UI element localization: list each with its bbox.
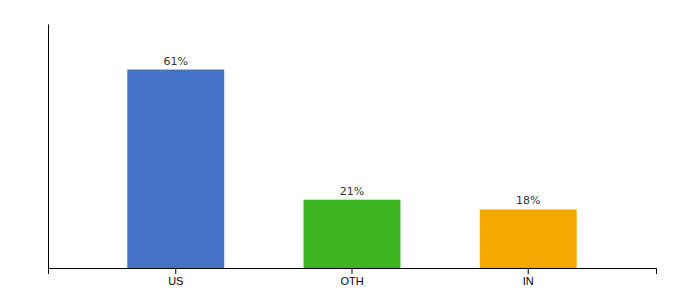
data-labels: 61% 21% 18%: [164, 55, 541, 208]
x-tick: US: [168, 268, 183, 287]
x-axis-line: [49, 269, 657, 275]
x-axis: US OTH IN: [49, 268, 657, 287]
y-axis-line: [48, 25, 49, 269]
x-tick-mark: [528, 268, 529, 274]
x-tick-label: US: [168, 275, 183, 287]
y-axis: [48, 25, 49, 269]
chart-svg: US OTH IN 61% 21% 18%: [0, 0, 680, 300]
x-tick-label: OTH: [340, 275, 363, 287]
plot-area: US OTH IN 61% 21% 18%: [49, 25, 657, 287]
x-tick: IN: [523, 268, 534, 287]
data-label: 21%: [340, 185, 364, 198]
bar: [127, 70, 224, 268]
x-tick-mark: [352, 268, 353, 274]
data-label: 61%: [164, 55, 188, 68]
x-tick-mark: [175, 268, 176, 274]
data-label: 18%: [516, 194, 540, 207]
chart-container: US OTH IN 61% 21% 18%: [0, 0, 680, 300]
bar: [480, 209, 577, 268]
x-tick: OTH: [340, 268, 363, 287]
x-tick-label: IN: [523, 275, 534, 287]
bars: [127, 70, 576, 268]
bar: [304, 200, 401, 268]
